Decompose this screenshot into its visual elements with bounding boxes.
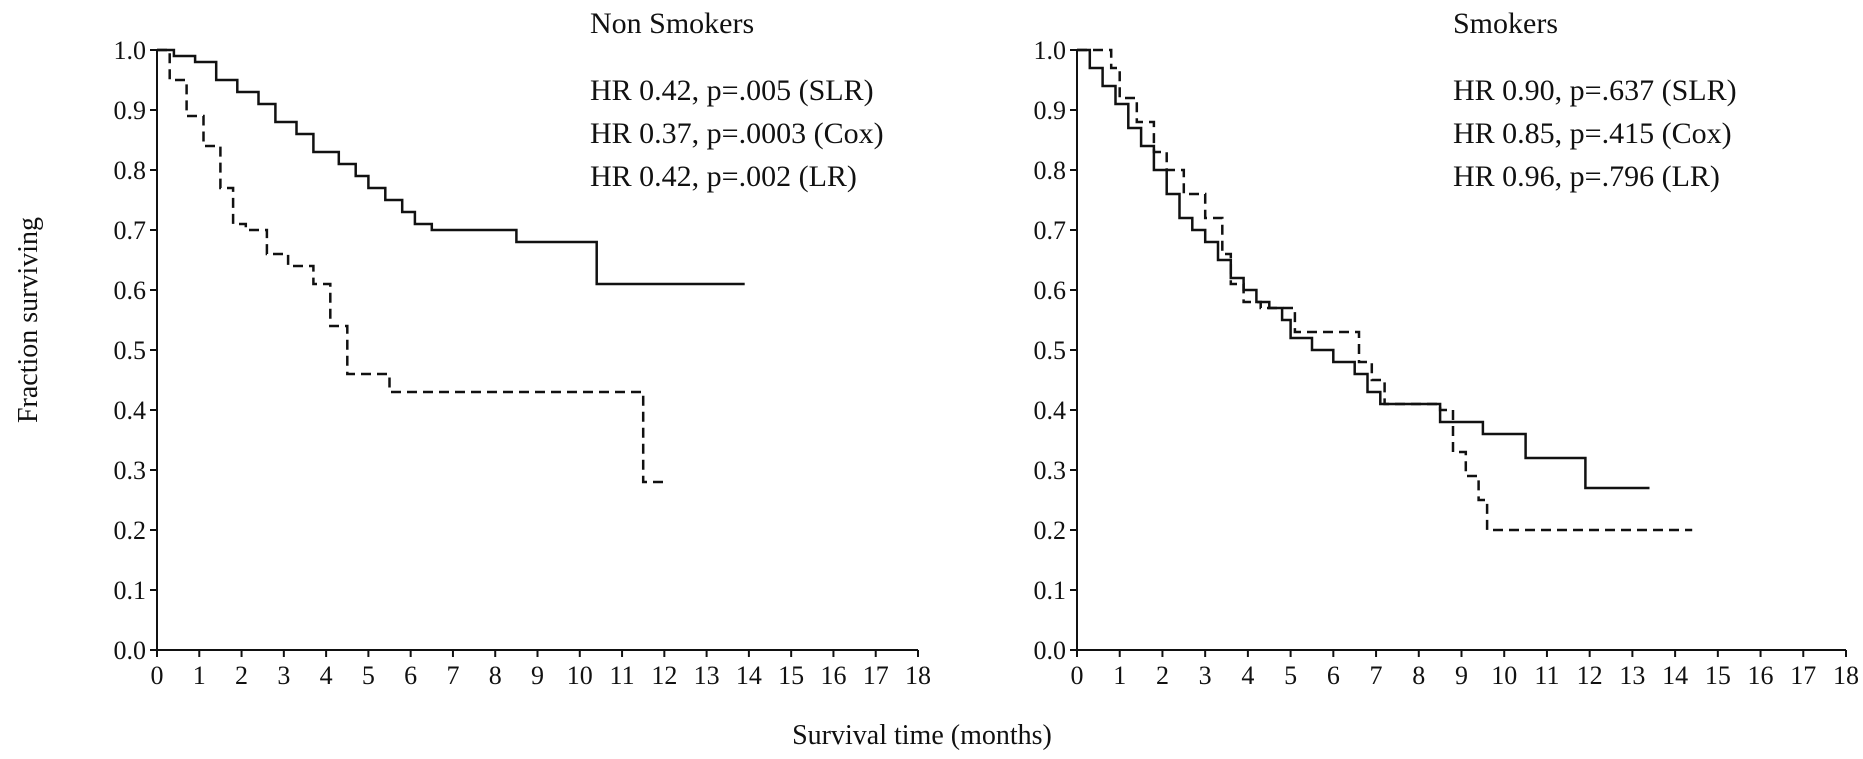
- y-tick-label: 0.5: [114, 336, 147, 365]
- x-tick-label: 16: [820, 661, 846, 690]
- x-tick-label: 2: [1156, 661, 1169, 690]
- x-tick-label: 7: [446, 661, 459, 690]
- chart-title: Smokers: [1453, 7, 1558, 40]
- x-tick-label: 6: [404, 661, 417, 690]
- y-tick-label: 0.1: [114, 576, 147, 605]
- x-tick-label: 9: [1455, 661, 1468, 690]
- x-tick-label: 7: [1370, 661, 1383, 690]
- y-tick-label: 0.9: [114, 96, 147, 125]
- y-tick-label: 0.2: [1034, 516, 1067, 545]
- x-tick-label: 1: [193, 661, 206, 690]
- y-tick-label: 0.4: [114, 396, 147, 425]
- y-tick-label: 0.2: [114, 516, 147, 545]
- y-tick-label: 1.0: [1034, 36, 1067, 65]
- y-tick-label: 0.1: [1034, 576, 1067, 605]
- x-tick-label: 5: [1284, 661, 1297, 690]
- y-tick-label: 0.5: [1034, 336, 1067, 365]
- y-tick-label: 0.6: [114, 276, 147, 305]
- y-tick-label: 0.3: [114, 456, 147, 485]
- hazard-ratio-annotation: HR 0.42, p=.005 (SLR): [590, 74, 874, 107]
- x-tick-label: 2: [235, 661, 248, 690]
- x-tick-label: 11: [610, 661, 635, 690]
- y-axis-title: Fraction surviving: [13, 217, 44, 423]
- panel-smokers: 0 1 2 3 4 5 6 7 8 9 10 11 12 13 14 15 16 17 180.00.10.20.3…: [1034, 7, 1860, 690]
- y-tick-label: 0.0: [114, 636, 147, 665]
- x-tick-label: 9: [531, 661, 544, 690]
- hazard-ratio-annotation: HR 0.96, p=.796 (LR): [1453, 160, 1720, 193]
- x-tick-label: 15: [1705, 661, 1731, 690]
- x-tick-label: 18: [905, 661, 931, 690]
- x-tick-label: 0: [151, 661, 164, 690]
- x-tick-label: 15: [778, 661, 804, 690]
- x-tick-label: 5: [362, 661, 375, 690]
- y-tick-label: 0.0: [1034, 636, 1067, 665]
- x-tick-label: 3: [1199, 661, 1212, 690]
- x-axis-title: Survival time (months): [792, 720, 1052, 751]
- x-tick-label: 11: [1534, 661, 1559, 690]
- x-tick-label: 8: [1412, 661, 1425, 690]
- x-tick-label: 14: [1662, 661, 1688, 690]
- hazard-ratio-annotation: HR 0.37, p=.0003 (Cox): [590, 117, 884, 150]
- y-tick-label: 0.9: [1034, 96, 1067, 125]
- hazard-ratio-annotation: HR 0.85, p=.415 (Cox): [1453, 117, 1732, 150]
- survival-curve-dashed: [1077, 48, 1693, 532]
- hazard-ratio-annotation: HR 0.42, p=.002 (LR): [590, 160, 857, 193]
- x-tick-label: 12: [1577, 661, 1603, 690]
- x-tick-label: 17: [863, 661, 889, 690]
- x-tick-label: 0: [1071, 661, 1084, 690]
- y-tick-label: 0.4: [1034, 396, 1067, 425]
- x-tick-label: 8: [489, 661, 502, 690]
- y-tick-label: 0.7: [114, 216, 147, 245]
- panel-non-smokers: 0 1 2 3 4 5 6 7 8 9 10 11 12 13 14 15 16 17 180.00.10.20.3…: [114, 7, 932, 690]
- x-tick-label: 12: [651, 661, 677, 690]
- x-tick-label: 6: [1327, 661, 1340, 690]
- x-tick-label: 16: [1748, 661, 1774, 690]
- survival-curve-dashed: [157, 48, 669, 484]
- y-tick-label: 0.6: [1034, 276, 1067, 305]
- y-tick-label: 0.8: [114, 156, 147, 185]
- y-tick-label: 0.3: [1034, 456, 1067, 485]
- x-tick-label: 18: [1833, 661, 1859, 690]
- y-tick-label: 0.8: [1034, 156, 1067, 185]
- x-tick-label: 10: [1491, 661, 1517, 690]
- x-tick-label: 10: [567, 661, 593, 690]
- y-tick-label: 0.7: [1034, 216, 1067, 245]
- survival-curve-solid: [157, 48, 745, 286]
- hazard-ratio-annotation: HR 0.90, p=.637 (SLR): [1453, 74, 1737, 107]
- chart-title: Non Smokers: [590, 7, 754, 40]
- x-tick-label: 13: [1619, 661, 1645, 690]
- x-tick-label: 3: [277, 661, 290, 690]
- x-tick-label: 4: [1241, 661, 1254, 690]
- x-tick-label: 14: [736, 661, 762, 690]
- x-tick-label: 4: [320, 661, 333, 690]
- survival-curve-solid: [1077, 48, 1650, 490]
- x-tick-label: 1: [1113, 661, 1126, 690]
- x-tick-label: 17: [1790, 661, 1816, 690]
- x-tick-label: 13: [694, 661, 720, 690]
- y-tick-label: 1.0: [114, 36, 147, 65]
